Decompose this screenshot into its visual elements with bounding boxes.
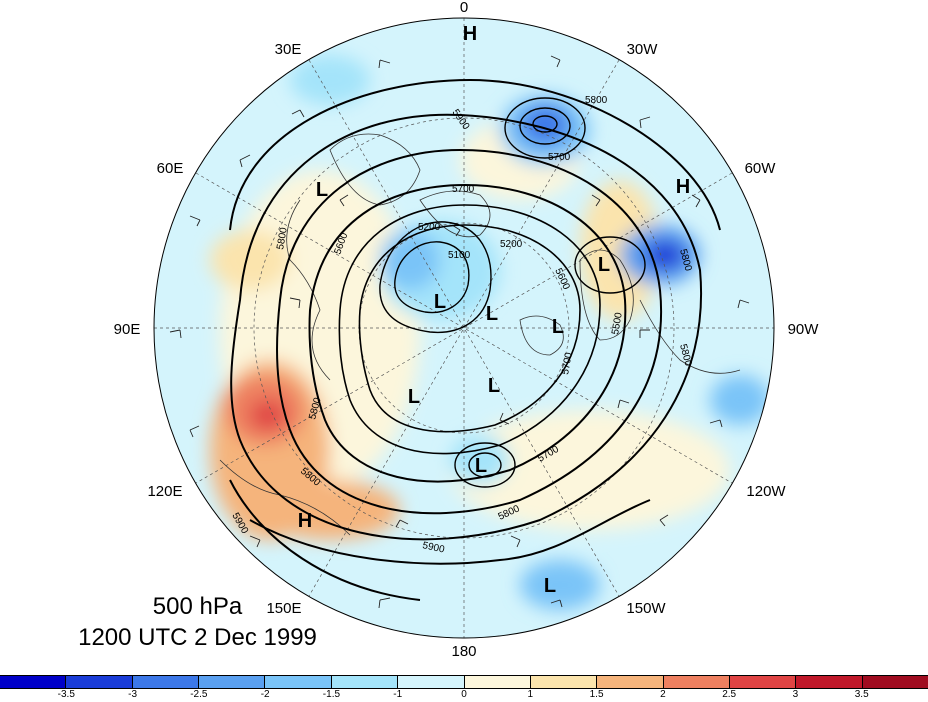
lon-label-150w: 150W bbox=[626, 600, 666, 617]
lon-label-30w: 30W bbox=[627, 41, 659, 58]
height-contours bbox=[229, 78, 721, 601]
colorbar-box bbox=[729, 676, 797, 688]
lon-label-120e: 120E bbox=[147, 483, 182, 500]
colorbar-tick-label: 1 bbox=[527, 689, 534, 700]
colorbar-tick-label: 0 bbox=[461, 689, 467, 700]
high-center-marker: H bbox=[463, 23, 477, 45]
low-center-marker: L bbox=[598, 254, 610, 276]
colorbar-labels: -3.5 -3 -2.5 -2 -1.5 -1 0 1 1.5 2 2.5 3 3.5 bbox=[0, 689, 928, 702]
colorbar-tick-label: 1.5 bbox=[589, 689, 604, 700]
low-center-marker: L bbox=[316, 179, 328, 201]
colorbar-box bbox=[464, 676, 531, 688]
high-center-marker: H bbox=[676, 176, 690, 198]
colorbar-box bbox=[199, 676, 266, 688]
colorbar-box bbox=[331, 676, 399, 688]
lon-label-180: 180 bbox=[451, 643, 476, 660]
colorbar-box bbox=[530, 676, 598, 688]
lon-label-0: 0 bbox=[460, 0, 468, 16]
high-center-marker: H bbox=[298, 510, 312, 532]
contour-label: 5700 bbox=[452, 184, 475, 195]
colorbar-box bbox=[597, 676, 664, 688]
colorbar-tick-label: -2 bbox=[260, 689, 270, 700]
lon-label-30e: 30E bbox=[275, 41, 302, 58]
contour-label: 5100 bbox=[448, 250, 471, 261]
lon-label-90w: 90W bbox=[788, 321, 820, 338]
colorbar-box bbox=[0, 676, 67, 688]
contour-label: 5200 bbox=[418, 222, 441, 233]
contour-label: 5500 bbox=[610, 311, 625, 335]
colorbar-tick-label: -1 bbox=[393, 689, 403, 700]
pressure-level-title: 500 hPa bbox=[152, 593, 243, 620]
graticule bbox=[154, 18, 774, 638]
contour-label: 5700 bbox=[548, 152, 571, 163]
colorbar-box bbox=[862, 676, 928, 688]
low-center-marker: L bbox=[486, 303, 498, 325]
map-border bbox=[153, 17, 775, 639]
contour-label: 5200 bbox=[500, 239, 523, 250]
low-center-marker: L bbox=[408, 386, 420, 408]
lon-label-60w: 60W bbox=[745, 160, 777, 177]
colorbar-box bbox=[66, 676, 133, 688]
pressure-centers: H H H L L L L L L L L L bbox=[298, 23, 690, 597]
colorbar-tick-label: 3 bbox=[792, 689, 799, 700]
colorbar-box bbox=[398, 676, 465, 688]
contour-label: 5700 bbox=[560, 351, 575, 375]
low-center-marker: L bbox=[488, 375, 500, 397]
colorbar bbox=[0, 675, 928, 689]
low-center-marker: L bbox=[552, 316, 564, 338]
colorbar-tick-label: -3 bbox=[128, 689, 138, 700]
colorbar-tick-label: 2.5 bbox=[722, 689, 737, 700]
colorbar-tick-label: 3.5 bbox=[854, 689, 869, 700]
valid-time-title: 1200 UTC 2 Dec 1999 bbox=[78, 624, 317, 651]
colorbar-box bbox=[796, 676, 863, 688]
lon-label-120w: 120W bbox=[746, 483, 786, 500]
low-center-marker: L bbox=[544, 575, 556, 597]
colorbar-tick-label: -2.5 bbox=[190, 689, 208, 700]
longitude-labels: 0 30W 60W 90W 120W 150W 180 150E 120E 90… bbox=[114, 0, 820, 660]
contour-label: 5800 bbox=[275, 226, 290, 250]
low-center-marker: L bbox=[434, 291, 446, 313]
lon-label-90e: 90E bbox=[114, 321, 141, 338]
low-center-marker: L bbox=[475, 455, 487, 477]
lon-label-60e: 60E bbox=[157, 160, 184, 177]
contour-label: 5800 bbox=[585, 95, 608, 106]
colorbar-tick-label: -3.5 bbox=[57, 689, 75, 700]
colorbar-box bbox=[132, 676, 200, 688]
lon-label-150e: 150E bbox=[266, 600, 301, 617]
colorbar-box bbox=[663, 676, 730, 688]
contour-label: 5900 bbox=[421, 540, 445, 555]
colorbar-tick-label: 2 bbox=[660, 689, 666, 700]
colorbar-tick-label: -1.5 bbox=[322, 689, 341, 700]
colorbar-box bbox=[265, 676, 332, 688]
wind-barbs bbox=[169, 55, 750, 609]
